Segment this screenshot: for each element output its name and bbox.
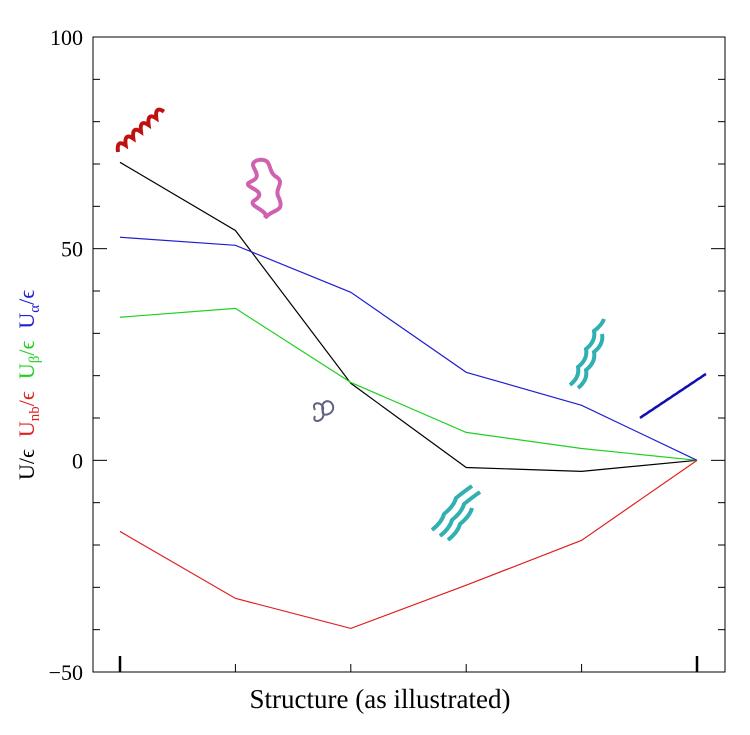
y-tick-label: 0 bbox=[72, 448, 83, 473]
legend-name: U bbox=[14, 464, 39, 480]
helix-icon bbox=[115, 107, 166, 153]
legend-suffix: /ϵ bbox=[14, 391, 39, 406]
y-tick-label: −50 bbox=[49, 660, 83, 685]
sheet-icon bbox=[430, 484, 482, 542]
legend-name: U bbox=[14, 363, 39, 379]
legend-subscript: nb bbox=[27, 406, 43, 421]
legend-suffix: /ϵ bbox=[14, 341, 39, 356]
y-tick-label: 50 bbox=[61, 237, 83, 262]
series-line bbox=[119, 236, 698, 461]
extended-icon bbox=[639, 372, 707, 420]
legend-suffix: /ϵ bbox=[14, 290, 39, 305]
coil-icon bbox=[313, 400, 335, 422]
legend-subscript: β bbox=[27, 356, 43, 364]
plot-frame bbox=[92, 36, 726, 673]
y-axis-label: U/ϵUnb/ϵUβ/ϵUα/ϵ bbox=[14, 290, 43, 480]
x-axis-label: Structure (as illustrated) bbox=[250, 684, 511, 714]
series-line bbox=[119, 459, 698, 630]
mixed-icon bbox=[245, 157, 283, 220]
sheet-icon bbox=[568, 318, 606, 390]
legend-suffix: /ϵ bbox=[14, 449, 39, 464]
series-line bbox=[119, 307, 698, 461]
legend-name: U bbox=[14, 313, 39, 329]
legend-name: U bbox=[14, 421, 39, 437]
series-line bbox=[119, 161, 698, 472]
y-tick-label: 100 bbox=[50, 25, 83, 50]
legend-subscript: α bbox=[27, 305, 43, 313]
protein-illustrations bbox=[115, 107, 707, 542]
